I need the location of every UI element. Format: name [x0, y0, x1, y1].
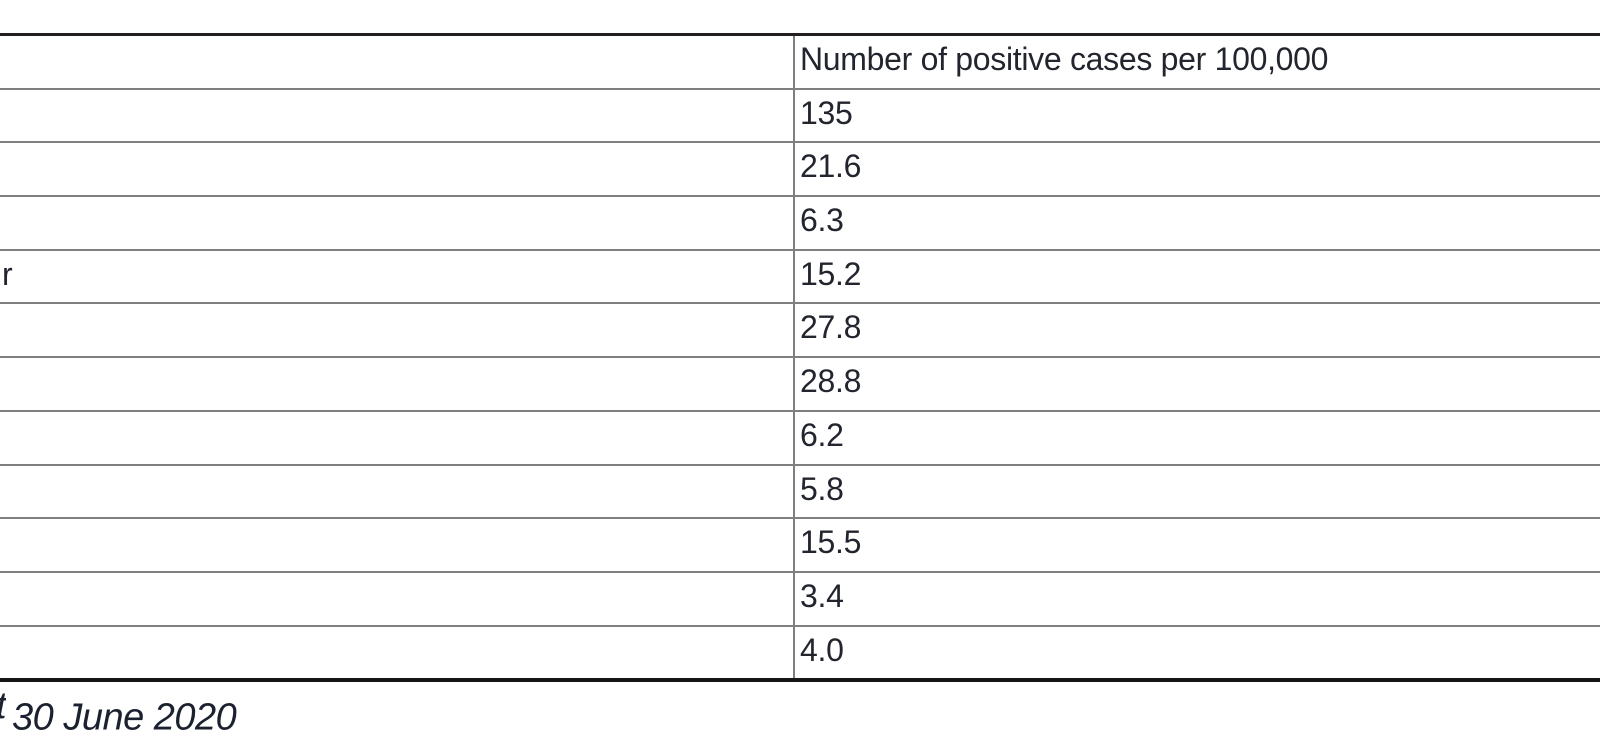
- row-label-cell: r: [2, 255, 13, 292]
- table-row: 27.8: [0, 304, 1600, 359]
- row-label-cell: [0, 573, 793, 625]
- row-label-cell: [0, 412, 793, 464]
- row-value-cell: 4.0: [793, 626, 1600, 679]
- table-row: 6.3: [0, 197, 1600, 251]
- row-value-cell: 5.8: [793, 465, 1600, 518]
- row-value-cell: 15.2: [793, 250, 1600, 303]
- caption-cut-fragment: t: [0, 684, 6, 730]
- row-value-cell: 6.2: [793, 411, 1600, 464]
- table-column-header: Number of positive cases per 100,000: [793, 36, 1600, 88]
- table-row: 6.2: [0, 411, 1600, 466]
- table-row: 15.5: [0, 519, 1600, 573]
- row-label-cell: [0, 143, 793, 195]
- row-value-cell: 6.3: [793, 197, 1600, 249]
- row-value-cell: 27.8: [793, 304, 1600, 357]
- table-row: 135: [0, 89, 1600, 144]
- table-caption: t30 June 2020: [0, 684, 237, 741]
- table-row: 3.4: [0, 572, 1600, 627]
- table-row: 5.8: [0, 465, 1600, 520]
- table-row: 28.8: [0, 358, 1600, 412]
- row-label-cell: [0, 466, 793, 518]
- row-value-cell: 135: [793, 89, 1600, 142]
- row-label-cell: [0, 519, 793, 571]
- positive-cases-table: Number of positive cases per 100,000 135…: [0, 33, 1600, 683]
- caption-date-text: 30 June 2020: [12, 696, 237, 739]
- row-label-cell: [0, 304, 793, 356]
- row-label-cell: [0, 90, 793, 142]
- table-header-row: Number of positive cases per 100,000: [0, 36, 1600, 90]
- table-row: r 15.2: [0, 250, 1600, 305]
- row-label-cell: [0, 358, 793, 410]
- row-value-cell: 28.8: [793, 358, 1600, 410]
- table-row: 21.6: [0, 143, 1600, 198]
- row-value-cell: 21.6: [793, 143, 1600, 196]
- row-label-cell: [0, 627, 793, 679]
- row-label-cell: [0, 197, 793, 249]
- row-value-cell: 3.4: [793, 572, 1600, 625]
- table-row: 4.0: [0, 626, 1600, 679]
- header-label-cell: [0, 36, 793, 88]
- row-value-cell: 15.5: [793, 519, 1600, 571]
